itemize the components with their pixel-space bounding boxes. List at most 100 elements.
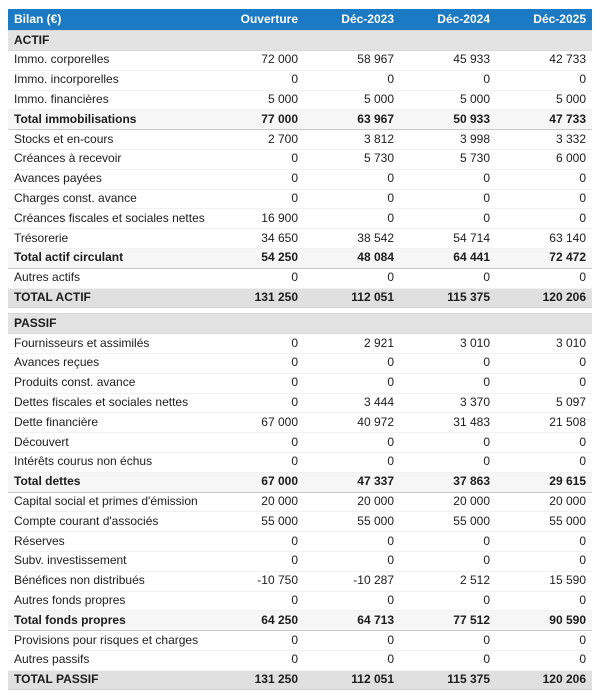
table-row: Réserves 0 0 0 0 bbox=[8, 531, 592, 552]
section-header-row: ACTIF bbox=[8, 30, 592, 51]
cell-value: 0 bbox=[208, 149, 304, 170]
row-label: Intérêts courus non échus bbox=[8, 452, 208, 473]
cell-value: 115 375 bbox=[400, 287, 496, 309]
cell-value: 0 bbox=[304, 169, 400, 190]
cell-value: 2 700 bbox=[208, 129, 304, 150]
table-row: Immo. corporelles 72 000 58 967 45 933 42 73… bbox=[8, 50, 592, 71]
cell-value: 5 097 bbox=[496, 393, 592, 414]
cell-value: 0 bbox=[208, 353, 304, 374]
subtotal-row: Total dettes 67 000 47 337 37 863 29 615 bbox=[8, 471, 592, 493]
cell-value: 5 730 bbox=[304, 149, 400, 170]
table-row: Subv. investissement 0 0 0 0 bbox=[8, 551, 592, 572]
row-label: Immo. corporelles bbox=[8, 50, 208, 71]
table-row: Bénéfices non distribués -10 750 -10 287 2 … bbox=[8, 571, 592, 592]
grand-total-row: TOTAL ACTIF 131 250 112 051 115 375 120 206 bbox=[8, 287, 592, 309]
cell-value: 0 bbox=[496, 169, 592, 190]
cell-value: 0 bbox=[208, 393, 304, 414]
cell-value: 0 bbox=[208, 551, 304, 572]
table-row: Charges const. avance 0 0 0 0 bbox=[8, 189, 592, 210]
grand-total-row: TOTAL PASSIF 131 250 112 051 115 375 120 206 bbox=[8, 669, 592, 691]
cell-value: 0 bbox=[208, 373, 304, 394]
cell-value: 115 375 bbox=[400, 669, 496, 691]
cell-value: 131 250 bbox=[208, 287, 304, 309]
table-row: Créances à recevoir 0 5 730 5 730 6 000 bbox=[8, 149, 592, 170]
table-body: ACTIF Immo. corporelles 72 000 58 967 45 933… bbox=[8, 30, 592, 691]
section-header-row: PASSIF bbox=[8, 313, 592, 335]
cell-value: 0 bbox=[304, 650, 400, 671]
cell-value: 55 000 bbox=[208, 511, 304, 533]
row-label: Bénéfices non distribués bbox=[8, 571, 208, 592]
cell-value: 3 444 bbox=[304, 393, 400, 414]
cell-value: 0 bbox=[208, 650, 304, 671]
row-label: Autres actifs bbox=[8, 268, 208, 289]
cell-value: 58 967 bbox=[304, 50, 400, 71]
cell-value: 48 084 bbox=[304, 247, 400, 269]
row-label: Total immobilisations bbox=[8, 109, 208, 131]
cell-value: 34 650 bbox=[208, 228, 304, 249]
cell-value: 90 590 bbox=[496, 610, 592, 632]
cell-value bbox=[208, 313, 304, 335]
cell-value: 55 000 bbox=[400, 511, 496, 533]
table-row: Découvert 0 0 0 0 bbox=[8, 432, 592, 453]
table-row: Créances fiscales et sociales nettes 16 9… bbox=[8, 208, 592, 230]
row-label: Capital social et primes d'émission bbox=[8, 492, 208, 513]
cell-value: 40 972 bbox=[304, 412, 400, 434]
cell-value: 0 bbox=[400, 208, 496, 230]
cell-value: 0 bbox=[304, 208, 400, 230]
cell-value: 0 bbox=[400, 551, 496, 572]
row-label: Créances fiscales et sociales nettes bbox=[8, 208, 208, 230]
cell-value: 0 bbox=[496, 531, 592, 552]
balance-sheet-table: Bilan (€) Ouverture Déc-2023 Déc-2024 Dé… bbox=[8, 9, 592, 691]
cell-value: 0 bbox=[400, 650, 496, 671]
row-label: Dette financière bbox=[8, 412, 208, 434]
cell-value bbox=[304, 30, 400, 51]
cell-value: 0 bbox=[400, 373, 496, 394]
cell-value: 0 bbox=[208, 70, 304, 91]
column-header-dec-2025: Déc-2025 bbox=[496, 9, 592, 31]
row-label: Provisions pour risques et charges bbox=[8, 630, 208, 651]
cell-value: 42 733 bbox=[496, 50, 592, 71]
table-row: Autres passifs 0 0 0 0 bbox=[8, 650, 592, 671]
table-row: Autres actifs 0 0 0 0 bbox=[8, 268, 592, 289]
cell-value: 5 000 bbox=[208, 90, 304, 111]
cell-value: 0 bbox=[496, 70, 592, 91]
cell-value: 0 bbox=[400, 452, 496, 473]
cell-value: 0 bbox=[400, 591, 496, 612]
cell-value: 77 000 bbox=[208, 109, 304, 131]
table-row: Stocks et en-cours 2 700 3 812 3 998 3 332 bbox=[8, 129, 592, 150]
cell-value: 0 bbox=[208, 591, 304, 612]
cell-value bbox=[400, 313, 496, 335]
table-row: Avances reçues 0 0 0 0 bbox=[8, 353, 592, 374]
cell-value: 3 332 bbox=[496, 129, 592, 150]
cell-value: 0 bbox=[208, 630, 304, 651]
table-header-row: Bilan (€) Ouverture Déc-2023 Déc-2024 Dé… bbox=[8, 9, 592, 31]
cell-value: 2 512 bbox=[400, 571, 496, 592]
column-header-ouverture: Ouverture bbox=[208, 9, 304, 31]
table-row: Dettes fiscales et sociales nettes 0 3 444… bbox=[8, 393, 592, 414]
cell-value: 0 bbox=[304, 70, 400, 91]
row-label: Stocks et en-cours bbox=[8, 129, 208, 150]
row-label: Autres fonds propres bbox=[8, 591, 208, 612]
cell-value: 3 010 bbox=[400, 333, 496, 354]
row-label: Dettes fiscales et sociales nettes bbox=[8, 393, 208, 414]
cell-value: 47 337 bbox=[304, 471, 400, 493]
table-row: Dette financière 67 000 40 972 31 483 21 508 bbox=[8, 412, 592, 434]
cell-value: 5 000 bbox=[304, 90, 400, 111]
cell-value: 0 bbox=[304, 531, 400, 552]
cell-value bbox=[496, 30, 592, 51]
cell-value: 0 bbox=[496, 373, 592, 394]
cell-value: 3 010 bbox=[496, 333, 592, 354]
row-label: ACTIF bbox=[8, 30, 208, 51]
row-label: Total dettes bbox=[8, 471, 208, 493]
table-row: Immo. financières 5 000 5 000 5 000 5 000 bbox=[8, 90, 592, 111]
row-label: Réserves bbox=[8, 531, 208, 552]
cell-value: 0 bbox=[496, 268, 592, 289]
cell-value: 0 bbox=[304, 373, 400, 394]
cell-value: 77 512 bbox=[400, 610, 496, 632]
cell-value: 0 bbox=[208, 169, 304, 190]
cell-value bbox=[304, 313, 400, 335]
table-row: Provisions pour risques et charges 0 0 0 0 bbox=[8, 630, 592, 651]
cell-value: 63 140 bbox=[496, 228, 592, 249]
cell-value: 20 000 bbox=[304, 492, 400, 513]
cell-value: 45 933 bbox=[400, 50, 496, 71]
